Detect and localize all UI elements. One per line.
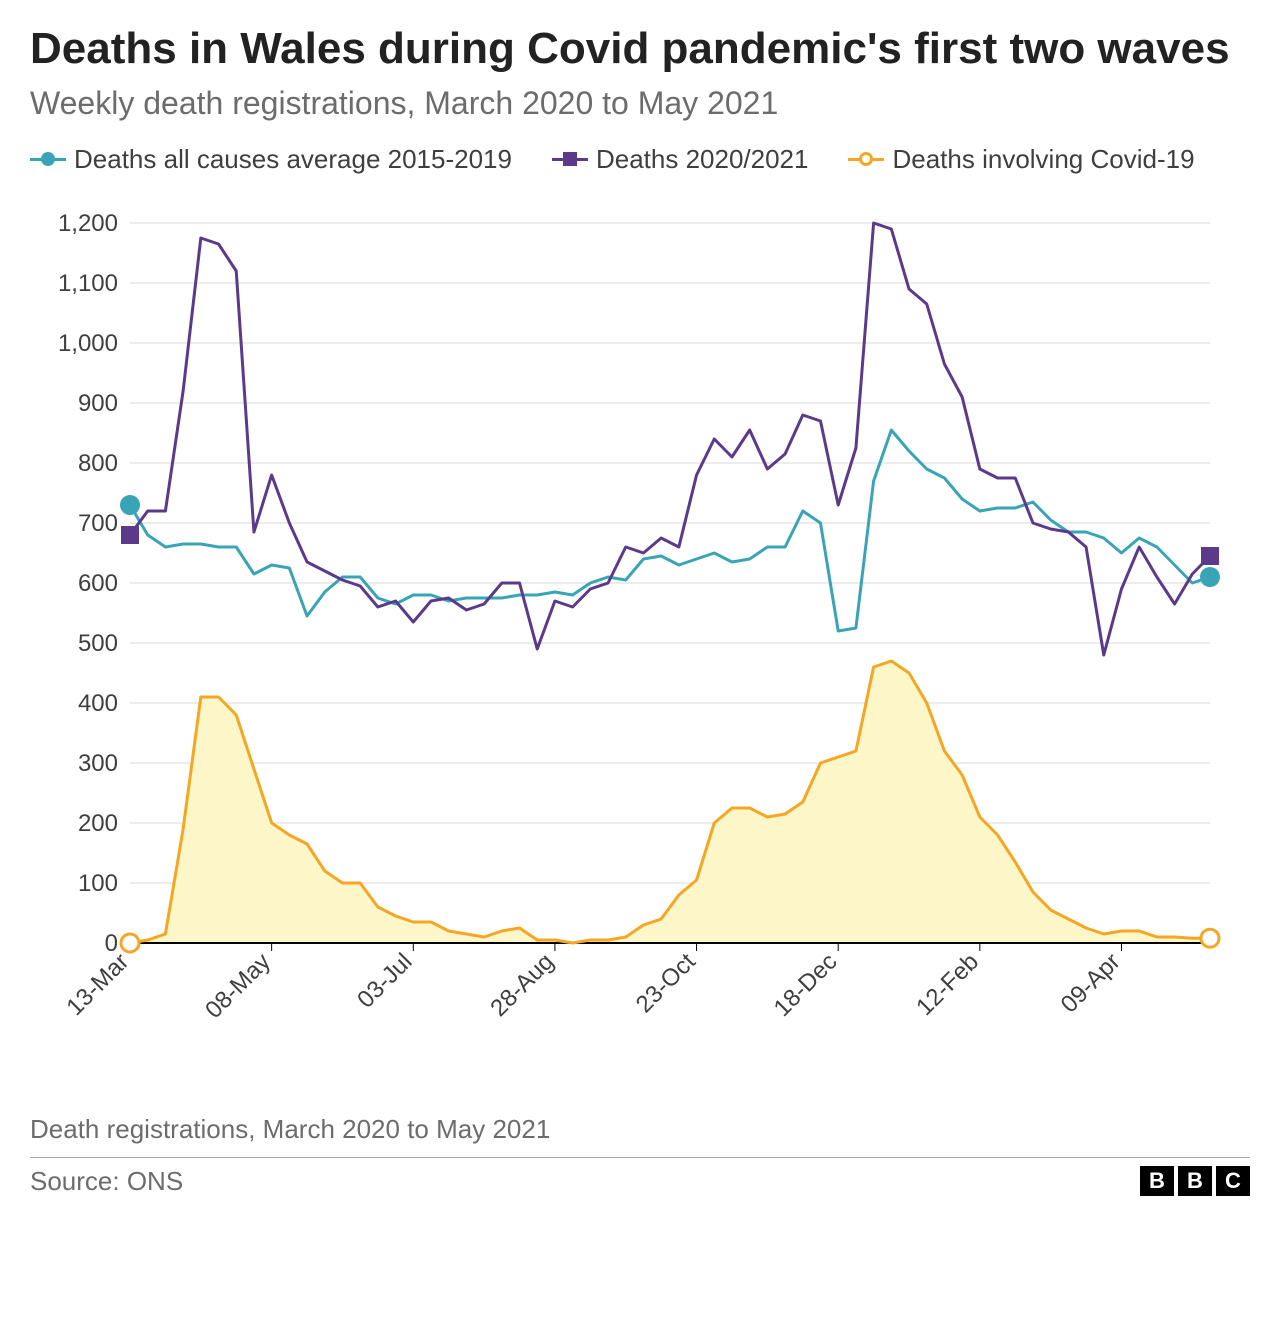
- svg-text:23-Oct: 23-Oct: [631, 948, 701, 1018]
- chart-note: Death registrations, March 2020 to May 2…: [30, 1114, 1250, 1153]
- legend-marker-icon: [552, 158, 588, 161]
- svg-text:03-Jul: 03-Jul: [352, 948, 417, 1013]
- svg-text:700: 700: [78, 510, 118, 537]
- svg-text:900: 900: [78, 390, 118, 417]
- legend-item-covid: Deaths involving Covid-19: [848, 144, 1194, 175]
- svg-text:200: 200: [78, 810, 118, 837]
- svg-text:1,100: 1,100: [58, 270, 118, 297]
- svg-text:09-Apr: 09-Apr: [1056, 948, 1126, 1018]
- legend-label: Deaths involving Covid-19: [892, 144, 1194, 175]
- svg-text:28-Aug: 28-Aug: [485, 948, 559, 1022]
- svg-text:12-Feb: 12-Feb: [911, 948, 984, 1021]
- svg-text:500: 500: [78, 630, 118, 657]
- svg-text:13-Mar: 13-Mar: [61, 948, 134, 1021]
- legend-item-deaths_2020_21: Deaths 2020/2021: [552, 144, 809, 175]
- legend-marker-icon: [848, 158, 884, 161]
- source-label: Source: ONS: [30, 1166, 183, 1197]
- svg-text:18-Dec: 18-Dec: [769, 948, 843, 1022]
- legend-marker-icon: [30, 158, 66, 161]
- chart-subtitle: Weekly death registrations, March 2020 t…: [30, 85, 1250, 122]
- bbc-logo: BBC: [1140, 1166, 1250, 1196]
- legend-item-avg_2015_19: Deaths all causes average 2015-2019: [30, 144, 512, 175]
- chart-footer: Source: ONS BBC: [30, 1157, 1250, 1197]
- bbc-logo-letter: C: [1216, 1166, 1250, 1196]
- svg-text:100: 100: [78, 870, 118, 897]
- svg-text:600: 600: [78, 570, 118, 597]
- svg-text:1,000: 1,000: [58, 330, 118, 357]
- svg-text:300: 300: [78, 750, 118, 777]
- bbc-logo-letter: B: [1178, 1166, 1212, 1196]
- svg-text:1,200: 1,200: [58, 210, 118, 237]
- svg-text:08-May: 08-May: [200, 948, 276, 1024]
- chart-title: Deaths in Wales during Covid pandemic's …: [30, 24, 1250, 75]
- svg-text:400: 400: [78, 690, 118, 717]
- legend-label: Deaths all causes average 2015-2019: [74, 144, 512, 175]
- chart-area: 01002003004005006007008009001,0001,1001,…: [30, 203, 1250, 1088]
- svg-text:800: 800: [78, 450, 118, 477]
- legend: Deaths all causes average 2015-2019 Death…: [30, 144, 1250, 175]
- legend-label: Deaths 2020/2021: [596, 144, 809, 175]
- bbc-logo-letter: B: [1140, 1166, 1174, 1196]
- line-chart-svg: 01002003004005006007008009001,0001,1001,…: [30, 203, 1250, 1083]
